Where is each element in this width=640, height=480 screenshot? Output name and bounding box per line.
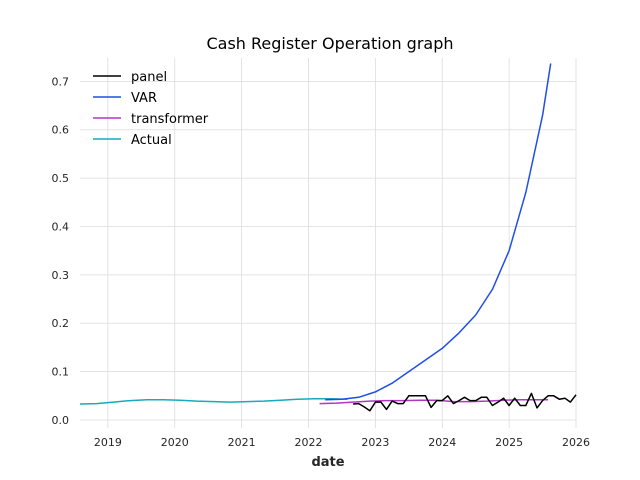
legend-label-panel: panel [131,70,167,85]
x-tick-label: 2022 [294,436,322,449]
x-tick-label: 2021 [228,436,256,449]
x-axis-label: date [311,455,344,470]
series-group [79,63,577,412]
series-line-panel [353,392,577,412]
y-tick-label: 0.6 [52,124,70,137]
series-line-var [325,63,552,401]
x-ticks: 2019 2020 2021 2022 2023 2024 2025 2026 [94,436,590,449]
legend-label-transformer: transformer [131,112,209,127]
x-tick-label: 2026 [562,436,590,449]
y-tick-label: 0.3 [52,269,70,282]
legend-label-actual: Actual [131,133,172,148]
y-tick-label: 0.0 [52,414,70,427]
x-tick-label: 2023 [361,436,389,449]
legend-label-var: VAR [131,91,157,106]
y-tick-label: 0.4 [52,220,70,233]
y-tick-label: 0.5 [52,172,70,185]
series-line-actual [79,397,348,405]
grid [80,58,577,428]
chart-title: Cash Register Operation graph [206,34,453,53]
y-tick-label: 0.1 [52,366,70,379]
x-tick-label: 2024 [428,436,456,449]
y-tick-label: 0.2 [52,317,70,330]
y-tick-label: 0.7 [52,75,70,88]
legend: panel VAR transformer Actual [93,70,209,148]
x-tick-label: 2019 [94,436,122,449]
x-tick-label: 2025 [495,436,523,449]
x-tick-label: 2020 [161,436,189,449]
y-ticks: 0.0 0.1 0.2 0.3 0.4 0.5 0.6 0.7 [52,75,70,427]
